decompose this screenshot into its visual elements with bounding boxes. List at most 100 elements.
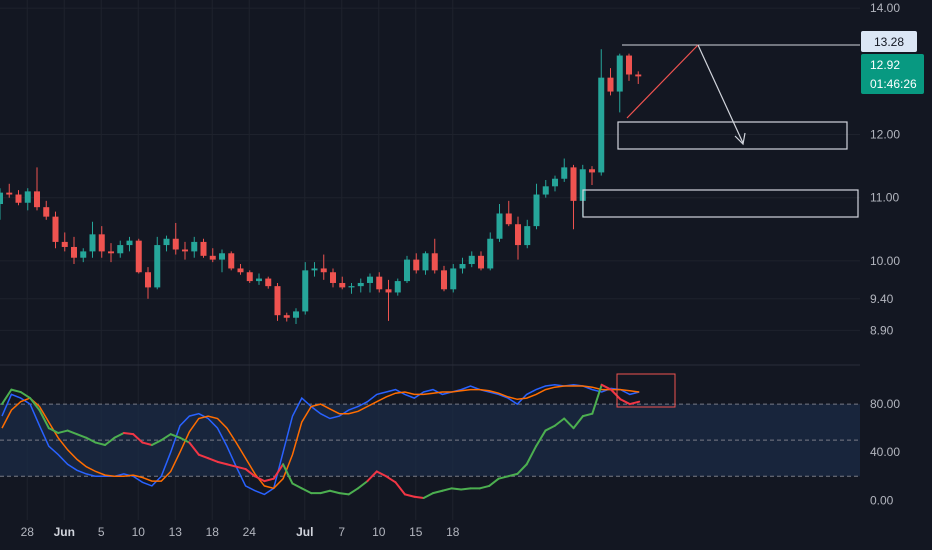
price-axis[interactable]: 14.00 12.00 11.00 10.00 9.40 8.90 xyxy=(870,1,900,337)
rsi-line-segment xyxy=(544,424,556,432)
rsi-line-segment xyxy=(497,475,509,480)
last-price-text: 12.92 xyxy=(870,58,900,72)
time-tick-label: Jul xyxy=(296,525,313,539)
rsi-line-segment xyxy=(216,460,228,466)
rsi-line-segment xyxy=(516,463,528,475)
candle-body xyxy=(108,251,114,254)
candle-body xyxy=(311,268,318,271)
candle-body xyxy=(302,270,309,312)
candle-body xyxy=(478,255,484,269)
rsi-line-segment xyxy=(113,431,125,439)
time-tick-label: 28 xyxy=(21,525,35,539)
stoch-k-line xyxy=(1,384,640,496)
rsi-line-segment xyxy=(347,487,360,496)
rsi-line-segment xyxy=(319,489,331,495)
candle-body xyxy=(542,186,549,195)
time-tick-label: 18 xyxy=(446,525,460,539)
candle-body xyxy=(237,268,244,273)
candle-body xyxy=(441,270,447,290)
rsi-line-segment xyxy=(300,487,313,495)
candle-body xyxy=(117,245,124,254)
candle-body xyxy=(496,213,503,239)
candle-body xyxy=(330,272,336,283)
rsi-line-segment xyxy=(160,433,172,442)
candle-body xyxy=(616,55,623,92)
rsi-line-segment xyxy=(66,429,78,436)
trend-line[interactable] xyxy=(626,44,699,119)
candle-body xyxy=(135,240,142,273)
rsi-line-segment xyxy=(478,484,491,490)
indicator-tick-label: 0.00 xyxy=(870,493,894,507)
rsi-line-segment xyxy=(132,433,144,444)
arrow-head xyxy=(734,132,746,146)
indicator-tick-label: 80.00 xyxy=(870,397,900,411)
arrow-line[interactable] xyxy=(697,44,744,144)
candle-body xyxy=(15,194,22,203)
candle-body xyxy=(422,253,429,271)
rsi-line-segment xyxy=(450,487,463,491)
zone-rectangle-lower[interactable] xyxy=(582,189,859,218)
time-tick-label: 18 xyxy=(206,525,220,539)
time-axis[interactable]: 28 Jun 5 10 13 18 24 Jul 7 10 15 18 xyxy=(21,525,460,539)
indicator-series xyxy=(1,383,641,499)
rsi-line-segment xyxy=(394,481,406,496)
candle-body xyxy=(34,191,40,208)
rsi-line-segment xyxy=(338,492,350,496)
candle-body xyxy=(413,259,420,271)
candle-body xyxy=(191,241,198,252)
time-tick-label: 15 xyxy=(409,525,423,539)
time-tick-label: 10 xyxy=(132,525,146,539)
candle-body xyxy=(385,289,392,293)
candle-body xyxy=(0,192,3,205)
rsi-line-segment xyxy=(282,463,294,485)
countdown-text: 01:46:26 xyxy=(870,77,917,91)
indicator-band xyxy=(0,403,860,477)
price-tick-label: 11.00 xyxy=(870,191,899,205)
candle-body xyxy=(431,253,438,271)
indicator-axis[interactable]: 80.00 40.00 0.00 xyxy=(870,397,900,507)
rsi-line-segment xyxy=(460,487,472,491)
drawing-tools[interactable] xyxy=(582,44,860,218)
rsi-line-segment xyxy=(366,470,378,483)
price-tick-label: 10.00 xyxy=(870,254,900,268)
bid-badge xyxy=(861,31,917,52)
time-tick-label: 13 xyxy=(169,525,183,539)
rsi-line-segment xyxy=(85,436,97,444)
rsi-line-segment xyxy=(553,417,566,427)
candle-body xyxy=(6,192,13,195)
rsi-line-segment xyxy=(188,441,200,456)
candle-body xyxy=(376,276,383,290)
candle-body xyxy=(524,226,531,246)
rsi-line-segment xyxy=(506,472,519,478)
last-price-badge xyxy=(861,54,924,94)
rsi-line-segment xyxy=(235,465,247,471)
highlight-rectangle[interactable] xyxy=(616,373,676,408)
candle-body xyxy=(89,234,96,252)
candle-body xyxy=(265,278,272,287)
price-tick-label: 12.00 xyxy=(870,128,900,142)
rsi-line-segment xyxy=(591,383,603,415)
rsi-line-segment xyxy=(253,475,266,483)
zone-rectangle-upper[interactable] xyxy=(617,121,848,150)
rsi-line-segment xyxy=(19,391,32,400)
candle-body xyxy=(52,216,59,242)
rsi-line-segment xyxy=(179,436,191,444)
rsi-line-segment xyxy=(291,482,303,490)
candle-body xyxy=(598,77,605,173)
candle-body xyxy=(515,224,521,246)
candle-body xyxy=(468,255,475,265)
rsi-line-segment xyxy=(225,463,238,468)
candle-body xyxy=(293,311,299,318)
rsi-line-segment xyxy=(600,383,613,391)
candle-body xyxy=(172,238,179,250)
rsi-line-segment xyxy=(169,433,182,439)
candle-body xyxy=(145,272,151,288)
candle-body xyxy=(579,169,586,201)
candle-body xyxy=(283,315,290,318)
candle-body xyxy=(246,272,253,282)
time-tick-label: 7 xyxy=(338,525,345,539)
price-tick-label: 9.40 xyxy=(870,292,894,306)
stoch-d-line xyxy=(1,385,640,490)
candle-body xyxy=(228,253,235,269)
candle-body xyxy=(274,286,281,316)
